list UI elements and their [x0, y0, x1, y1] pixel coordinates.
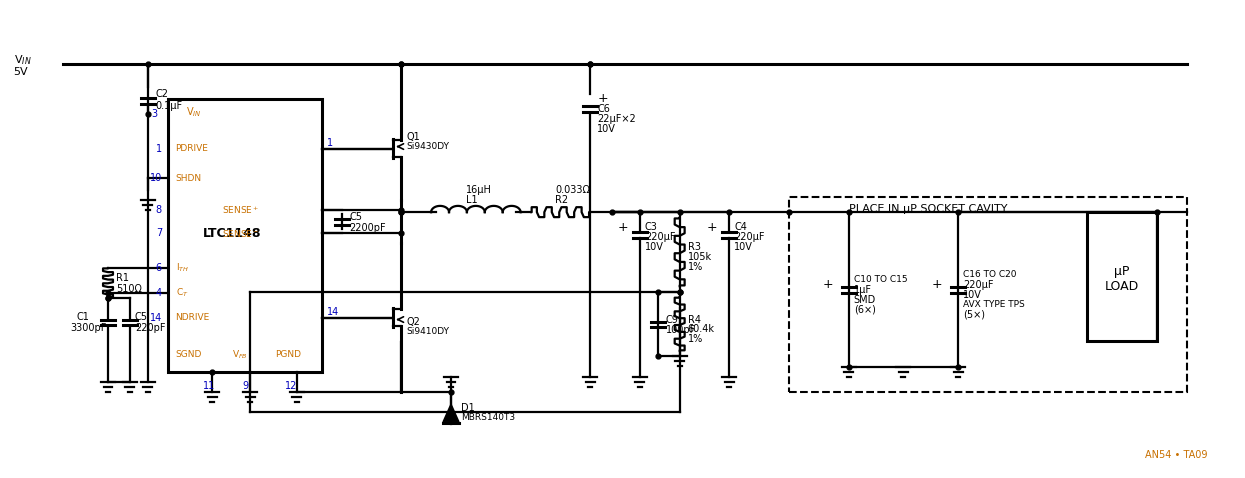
Text: 14: 14: [326, 306, 339, 316]
Text: (6×): (6×): [854, 304, 875, 315]
Text: Q2: Q2: [406, 316, 420, 326]
Text: C5: C5: [350, 212, 362, 222]
Text: R2: R2: [555, 195, 569, 205]
Text: C4: C4: [735, 222, 747, 232]
Text: SENSE$^-$: SENSE$^-$: [223, 228, 260, 239]
Text: 220μF: 220μF: [735, 232, 764, 242]
Text: (5×): (5×): [964, 310, 985, 320]
Text: SGND: SGND: [176, 350, 202, 359]
Text: PGND: PGND: [275, 350, 301, 359]
Text: 0.033Ω: 0.033Ω: [555, 185, 590, 196]
Text: 3: 3: [152, 109, 158, 119]
Text: 3300pF: 3300pF: [70, 324, 107, 334]
Text: 1: 1: [326, 138, 332, 148]
Text: 9: 9: [243, 381, 248, 391]
Text: 105k: 105k: [687, 252, 712, 262]
Bar: [1087, 212, 1157, 341]
Text: Si9430DY: Si9430DY: [406, 142, 449, 151]
Text: C6: C6: [598, 104, 610, 114]
Text: LTC1148: LTC1148: [203, 227, 261, 239]
Text: 220μF: 220μF: [645, 232, 675, 242]
Text: LOAD: LOAD: [1106, 280, 1139, 293]
Bar: [789, 197, 1186, 392]
Text: AVX TYPE TPS: AVX TYPE TPS: [964, 300, 1025, 309]
Text: V$_{IN}$: V$_{IN}$: [186, 105, 202, 119]
Text: C$_T$: C$_T$: [176, 286, 188, 299]
Text: 0.1µF: 0.1µF: [156, 101, 183, 111]
Text: R3: R3: [687, 242, 701, 252]
Text: SHDN: SHDN: [176, 174, 202, 183]
Text: V$_{FB}$: V$_{FB}$: [233, 348, 248, 360]
Text: MBRS140T3: MBRS140T3: [461, 413, 515, 423]
Text: +: +: [822, 278, 833, 291]
Text: μP: μP: [1114, 265, 1129, 278]
Text: 10: 10: [149, 174, 162, 184]
Text: 1μF: 1μF: [854, 285, 871, 295]
Text: C3: C3: [645, 222, 657, 232]
Text: 8: 8: [156, 205, 162, 215]
Text: C9: C9: [666, 315, 679, 325]
Text: 510Ω: 510Ω: [116, 284, 142, 293]
Text: +: +: [707, 220, 717, 234]
Text: 14: 14: [149, 313, 162, 323]
Text: 11: 11: [203, 381, 214, 391]
Bar: [168, 99, 321, 372]
Text: V$_{IN}$: V$_{IN}$: [14, 53, 31, 67]
Text: 10V: 10V: [645, 242, 664, 252]
Text: 10V: 10V: [598, 124, 616, 134]
Text: PLACE IN μP SOCKET CAVITY: PLACE IN μP SOCKET CAVITY: [849, 204, 1007, 214]
Text: 1%: 1%: [687, 335, 703, 345]
Text: SENSE$^+$: SENSE$^+$: [223, 204, 260, 216]
Text: 2200pF: 2200pF: [350, 223, 386, 233]
Text: +: +: [598, 92, 608, 105]
Text: C2: C2: [156, 89, 169, 99]
Text: 1: 1: [156, 143, 162, 153]
Text: 100pF: 100pF: [666, 326, 696, 336]
Text: 10V: 10V: [735, 242, 753, 252]
Text: 5V: 5V: [14, 67, 29, 77]
Text: +: +: [618, 220, 627, 234]
Text: 220μF: 220μF: [964, 280, 994, 290]
Text: SMD: SMD: [854, 294, 876, 304]
Text: D1: D1: [461, 403, 474, 413]
Text: 7: 7: [156, 228, 162, 238]
Text: Si9410DY: Si9410DY: [406, 327, 449, 336]
Text: 10V: 10V: [964, 290, 982, 300]
Text: R4: R4: [687, 315, 701, 325]
Text: Q1: Q1: [406, 131, 420, 141]
Text: +: +: [931, 278, 942, 291]
Text: C10 TO C15: C10 TO C15: [854, 275, 908, 284]
Text: I$_{TH}$: I$_{TH}$: [176, 261, 189, 274]
Text: 60.4k: 60.4k: [687, 325, 715, 335]
Polygon shape: [443, 404, 459, 422]
Text: NDRIVE: NDRIVE: [176, 313, 210, 322]
Text: C5: C5: [134, 312, 148, 322]
Text: 1%: 1%: [687, 262, 703, 272]
Text: 6: 6: [156, 263, 162, 273]
Text: 22μF×2: 22μF×2: [598, 114, 636, 124]
Text: PDRIVE: PDRIVE: [176, 144, 208, 153]
Text: 220pF: 220pF: [134, 324, 166, 334]
Text: AN54 • TA09: AN54 • TA09: [1145, 450, 1208, 460]
Text: C1: C1: [76, 312, 90, 322]
Text: 16μH: 16μH: [466, 185, 492, 196]
Text: 12: 12: [285, 381, 298, 391]
Text: C16 TO C20: C16 TO C20: [964, 270, 1016, 279]
Text: L1: L1: [466, 195, 478, 205]
Text: R1: R1: [116, 273, 129, 283]
Text: 4: 4: [156, 288, 162, 298]
